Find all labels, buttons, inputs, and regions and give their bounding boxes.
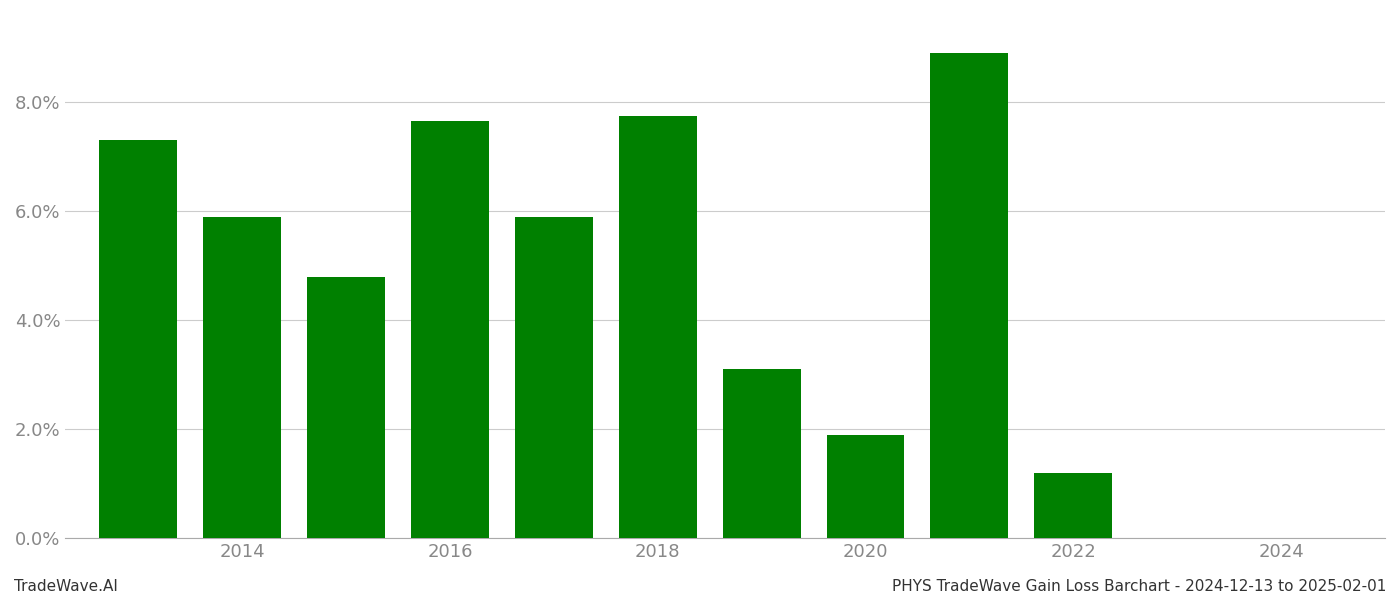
Bar	[931, 53, 1008, 538]
Bar	[826, 434, 904, 538]
Bar	[1035, 473, 1112, 538]
Bar	[203, 217, 281, 538]
Bar	[307, 277, 385, 538]
Bar	[515, 217, 592, 538]
Bar	[619, 116, 697, 538]
Bar	[722, 369, 801, 538]
Text: PHYS TradeWave Gain Loss Barchart - 2024-12-13 to 2025-02-01: PHYS TradeWave Gain Loss Barchart - 2024…	[892, 579, 1386, 594]
Text: TradeWave.AI: TradeWave.AI	[14, 579, 118, 594]
Bar	[99, 140, 178, 538]
Bar	[412, 121, 489, 538]
